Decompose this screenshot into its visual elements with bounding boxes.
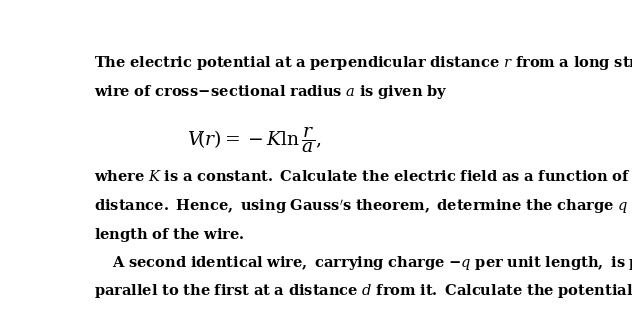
Text: $\bf{The\ electric\ potential\ at\ a\ perpendicular\ distance}\ \it{r}\ \bf{from: $\bf{The\ electric\ potential\ at\ a\ pe…: [94, 54, 632, 72]
Text: $\bf{parallel\ to\ the\ first\ at\ a\ distance}\ \it{d}\ \bf{from\ it.\ Calculat: $\bf{parallel\ to\ the\ first\ at\ a\ di…: [94, 282, 632, 300]
Text: $\bf{length\ of\ the\ wire.}$: $\bf{length\ of\ the\ wire.}$: [94, 226, 245, 244]
Text: $\bf{\it{V}\!(r) = -K \ln \dfrac{r}{a},}$: $\bf{\it{V}\!(r) = -K \ln \dfrac{r}{a},}…: [187, 125, 321, 155]
Text: $\bf{wire\ of\ cross\!-\!sectional\ radius}\ \it{a}\ \bf{is\ given\ by}$: $\bf{wire\ of\ cross\!-\!sectional\ radi…: [94, 83, 447, 100]
Text: $\bf{difference\ between\ the\ wires,\ assuming\ that}\ \it{d} \gg \it{a}\bf{.}$: $\bf{difference\ between\ the\ wires,\ a…: [94, 311, 506, 312]
Text: $\bf{where}\ \it{K}\ \bf{is\ a\ constant.\ Calculate\ the\ electric\ field\ as\ : $\bf{where}\ \it{K}\ \bf{is\ a\ constant…: [94, 169, 630, 184]
Text: $\bf{distance.\ Hence,\ using\ Gauss's\ theorem,\ determine\ the\ charge}\ \it{q: $\bf{distance.\ Hence,\ using\ Gauss's\ …: [94, 197, 632, 216]
Text: $\bf{\ \ \ \ A\ second\ identical\ wire,\ carrying\ charge\ {-}\it{q}\ \bf{per\ : $\bf{\ \ \ \ A\ second\ identical\ wire,…: [94, 254, 632, 272]
